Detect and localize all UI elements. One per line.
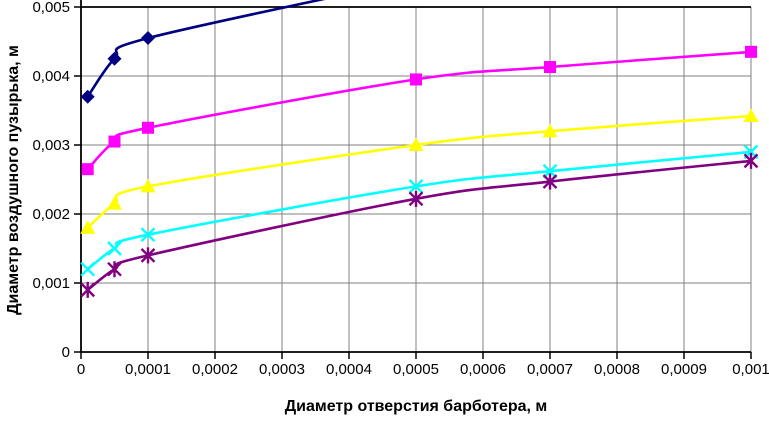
marker-triangle <box>80 220 96 234</box>
x-tick-label: 0,0004 <box>326 361 372 378</box>
x-tick-label: 0,0009 <box>661 361 707 378</box>
marker-x <box>107 241 122 256</box>
y-tick-label: 0,005 <box>32 0 70 16</box>
y-tick-label: 0,002 <box>32 206 70 223</box>
marker-square <box>745 45 757 58</box>
marker-diamond <box>107 51 122 66</box>
marker-square <box>108 135 121 148</box>
marker-triangle <box>408 137 424 151</box>
y-tick-label: 0 <box>62 344 70 361</box>
marker-x <box>80 261 96 277</box>
marker-triangle <box>542 123 558 138</box>
series-line-navy-diamond <box>86 0 326 98</box>
marker-square <box>410 73 422 86</box>
marker-asterisk <box>107 261 122 278</box>
marker-asterisk <box>743 152 759 169</box>
x-tick-label: 0,0005 <box>393 361 439 378</box>
x-axis-title: Диаметр отверстия барботера, м <box>284 398 548 415</box>
marker-asterisk <box>408 190 424 207</box>
marker-x <box>408 179 424 194</box>
marker-asterisk <box>80 281 96 298</box>
marker-triangle <box>107 196 122 210</box>
x-tick-label: 0,0003 <box>259 361 305 378</box>
marker-triangle <box>140 178 156 193</box>
marker-asterisk <box>542 173 558 190</box>
y-axis-title: Диаметр воздушного пузырька, м <box>5 45 22 315</box>
x-tick-label: 0,0006 <box>460 361 506 378</box>
x-tick-label: 0,001 <box>732 361 769 378</box>
x-tick-label: 0,0001 <box>125 361 171 378</box>
x-tick-label: 0 <box>77 361 85 378</box>
marker-diamond <box>141 31 155 46</box>
marker-square <box>142 121 154 134</box>
marker-triangle <box>743 108 759 123</box>
series-line-cyan-x <box>86 150 753 271</box>
x-tick-label: 0,0002 <box>192 361 238 378</box>
x-tick-label: 0,0008 <box>594 361 640 378</box>
y-tick-label: 0,001 <box>32 275 70 292</box>
marker-square <box>81 163 94 176</box>
marker-x <box>140 227 156 243</box>
marker-asterisk <box>140 247 156 264</box>
y-tick-label: 0,003 <box>32 137 70 154</box>
marker-square <box>544 61 556 74</box>
marker-diamond <box>80 89 95 104</box>
y-tick-label: 0,004 <box>32 68 70 85</box>
x-tick-label: 0,0007 <box>527 361 573 378</box>
series-line-magenta-square <box>86 50 753 171</box>
